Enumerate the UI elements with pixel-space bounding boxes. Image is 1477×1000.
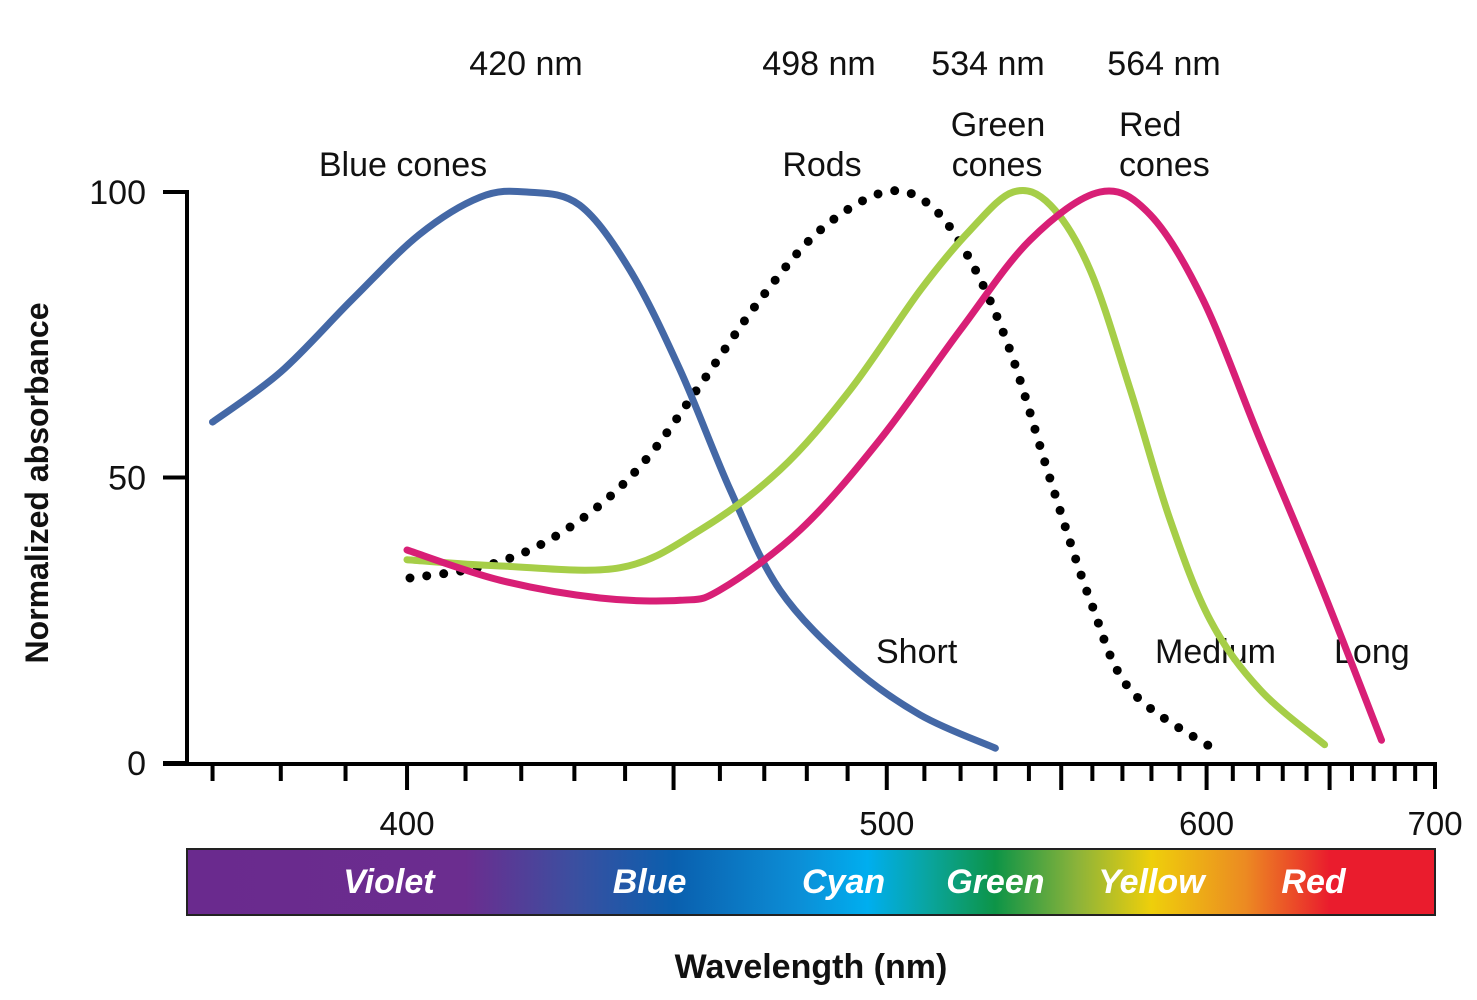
spectrum-label-red: Red <box>1281 863 1346 901</box>
series-green-cones <box>403 186 1329 749</box>
spectrum-label-blue: Blue <box>613 863 687 901</box>
series-red-cones <box>403 187 1385 744</box>
label-green-cones-line2: cones <box>952 146 1043 184</box>
label-red-cones-line2: cones <box>1119 146 1210 184</box>
x-axis-tick-labels: 400 500 600 700 <box>380 805 1463 842</box>
spectrum-label-violet: Violet <box>343 863 436 901</box>
label-green-cones-line1: Green <box>951 106 1046 144</box>
peak-label-564: 564 nm <box>1107 45 1220 83</box>
spectrum-label-yellow: Yellow <box>1098 863 1207 901</box>
curves <box>209 186 1385 755</box>
label-rods: Rods <box>782 146 861 184</box>
x-axis-label: Wavelength (nm) <box>675 948 948 986</box>
y-tick-label: 100 <box>89 174 146 212</box>
spectrum-labels: Violet Blue Cyan Green Yellow Red <box>343 863 1347 901</box>
series-blue-cones <box>209 187 999 752</box>
x-tick-label: 700 <box>1408 805 1463 842</box>
label-red-cones-line1: Red <box>1119 106 1181 144</box>
label-medium: Medium <box>1155 633 1276 671</box>
peak-label-498: 498 nm <box>762 45 875 83</box>
y-axis-ticks: 0 50 100 <box>89 174 189 783</box>
y-tick-label: 50 <box>108 460 146 498</box>
peak-label-534: 534 nm <box>931 45 1044 83</box>
spectrum-bar <box>186 848 1436 916</box>
y-axis-label: Normalized absorbance <box>19 303 55 664</box>
label-short: Short <box>876 633 958 671</box>
spectrum-label-green: Green <box>946 863 1044 901</box>
x-axis-ticks <box>210 764 1418 790</box>
series-rods <box>405 186 1220 755</box>
x-tick-label: 500 <box>859 805 914 842</box>
x-tick-label: 600 <box>1179 805 1234 842</box>
label-blue-cones: Blue cones <box>319 146 487 184</box>
x-tick-label: 400 <box>380 805 435 842</box>
spectrum-label-cyan: Cyan <box>802 863 885 901</box>
peak-label-420: 420 nm <box>469 45 582 83</box>
y-tick-label: 0 <box>127 745 146 783</box>
